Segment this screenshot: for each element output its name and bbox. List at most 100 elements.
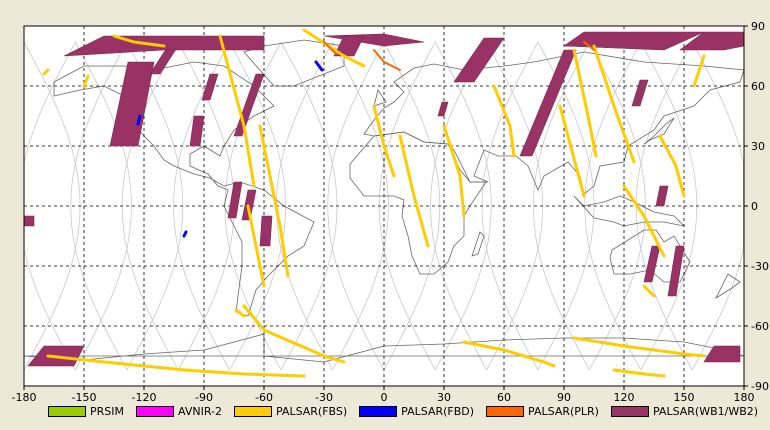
orbit-track [327, 41, 385, 371]
x-tick-label: 30 [437, 391, 451, 404]
wb-swath [667, 245, 685, 297]
orbit-track [430, 41, 487, 371]
orbit-track [434, 41, 492, 371]
y-tick-label: 30 [751, 140, 765, 153]
legend-item: AVNIR-2 [136, 405, 222, 418]
wb-swath [109, 61, 155, 147]
fbs-track [82, 74, 90, 88]
wb-swath [519, 49, 577, 157]
legend-label: PALSAR(FBD) [401, 404, 475, 418]
coastline [373, 89, 387, 107]
fbs-track [572, 336, 706, 358]
x-tick-label: -90 [195, 391, 213, 404]
x-tick-label: -180 [12, 391, 37, 404]
coastline [609, 229, 691, 283]
coastline [471, 231, 485, 257]
palsar-fbs-tracks [42, 28, 706, 378]
legend: PRSIM AVNIR-2 PALSAR(FBS) PALSAR(FBD) PALSAR… [48, 402, 758, 420]
fbs-track [42, 68, 50, 76]
orbit-track [691, 41, 744, 371]
wb-swath [437, 101, 449, 117]
legend-item: PRSIM [48, 405, 124, 418]
x-tick-label: 120 [614, 391, 635, 404]
legend-label: PALSAR(WB1/WB2) [652, 404, 759, 418]
wb-swath [259, 215, 273, 247]
x-axis-ticks: -180 -150 -120 -90 -60 -30 0 30 60 90 120 150 180 [12, 386, 755, 404]
x-tick-label: 150 [674, 391, 695, 404]
fbs-track [592, 44, 636, 164]
coastline [573, 195, 686, 227]
fbs-track [258, 124, 290, 278]
fbs-track [462, 340, 556, 368]
palsar-fbd-tracks [136, 60, 324, 238]
fbs-track [442, 124, 466, 218]
y-tick-label: 0 [751, 200, 758, 213]
wb-swath [23, 215, 35, 227]
fbs-track [612, 368, 666, 378]
fbs-track [398, 134, 430, 248]
fbs-track [642, 284, 656, 298]
y-tick-label: -30 [751, 260, 769, 273]
legend-label: PALSAR(PLR) [528, 404, 599, 418]
x-tick-label: 0 [381, 391, 388, 404]
fbs-track [234, 308, 246, 318]
legend-swatch [48, 405, 86, 417]
plr-track [373, 49, 401, 71]
legend-item: PALSAR(PLR) [486, 405, 599, 418]
x-tick-label: -60 [255, 391, 273, 404]
fbs-track [112, 34, 166, 48]
legend-label: PALSAR(FBS) [275, 404, 348, 418]
coastline [53, 61, 315, 317]
wb-swath [453, 37, 505, 83]
legend-item: PALSAR(FBD) [359, 405, 474, 418]
wb-swath [631, 79, 649, 107]
fbs-track [692, 54, 706, 88]
palsar-plr-tracks [323, 41, 595, 71]
x-tick-label: -120 [132, 391, 157, 404]
fbd-track [314, 60, 324, 72]
wb-swath [703, 345, 741, 363]
fbs-track [572, 48, 598, 158]
fbd-track [182, 230, 188, 238]
fbs-track [558, 104, 586, 198]
orbit-track [173, 41, 230, 371]
legend-label: PRSIM [90, 404, 124, 418]
plr-track [583, 41, 595, 51]
fbs-track [302, 28, 366, 68]
coastlines [23, 39, 745, 363]
x-tick-label: 180 [734, 391, 755, 404]
orbit-track [75, 41, 132, 371]
y-tick-label: 90 [751, 20, 765, 33]
x-tick-label: -150 [72, 391, 97, 404]
fbs-track [622, 184, 666, 258]
coastline [715, 273, 741, 300]
legend-swatch [136, 405, 174, 417]
fbs-track [46, 354, 306, 378]
y-tick-label: -60 [751, 320, 769, 333]
orbit-track [532, 41, 590, 371]
legend-swatch [610, 405, 649, 417]
fbs-track [372, 104, 396, 178]
y-tick-label: 60 [751, 80, 765, 93]
orbit-track [332, 41, 389, 371]
coastline [23, 333, 745, 363]
fbs-track [218, 34, 256, 188]
fbd-track [136, 114, 142, 126]
wb-swath [189, 115, 205, 147]
orbit-track [229, 41, 287, 371]
fbs-track [242, 304, 346, 364]
legend-swatch [233, 405, 272, 417]
x-tick-label: 60 [497, 391, 511, 404]
coastline [349, 131, 487, 275]
legend-swatch [359, 405, 398, 417]
x-tick-label: 90 [557, 391, 571, 404]
wb-swath [655, 185, 669, 207]
fbs-track [492, 84, 516, 158]
orbit-track [589, 41, 646, 371]
y-axis-ticks: -90 -60 -30 0 30 60 90 [744, 20, 769, 393]
palsar-wb-swaths [23, 31, 745, 367]
legend-label: AVNIR-2 [178, 404, 222, 418]
fbs-track [246, 204, 266, 288]
